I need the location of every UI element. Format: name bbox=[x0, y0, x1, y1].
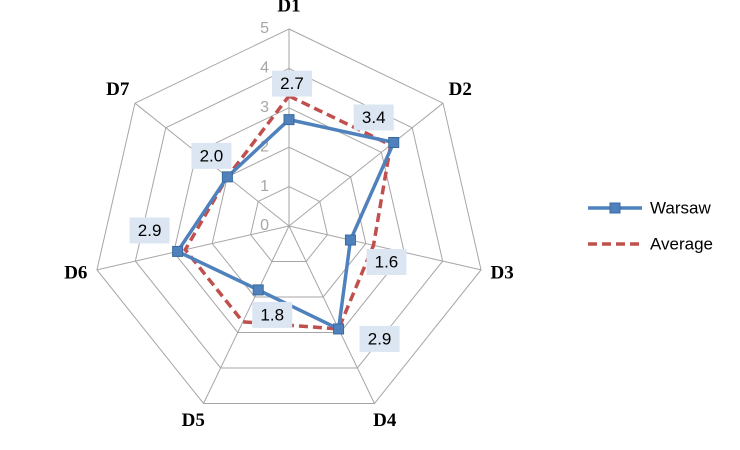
grid-spoke bbox=[288, 225, 482, 271]
data-label-box bbox=[353, 104, 394, 131]
legend-marker bbox=[609, 202, 621, 214]
data-point-d3 bbox=[344, 234, 356, 246]
grid-ring bbox=[134, 67, 444, 369]
axis-label-d5: D5 bbox=[182, 410, 205, 431]
data-label-d5: 1.8 bbox=[260, 305, 284, 324]
category-axis-labels: D1 D2 D3 D4 D5 D6 D7 bbox=[64, 0, 514, 431]
axis-label-d6: D6 bbox=[64, 263, 87, 284]
tick-label: 5 bbox=[260, 20, 269, 37]
data-point-d1 bbox=[283, 114, 295, 126]
axis-label-d3: D3 bbox=[491, 263, 514, 284]
axis-label-d7: D7 bbox=[106, 79, 130, 100]
series-layer bbox=[172, 94, 400, 335]
data-label-d4: 2.9 bbox=[368, 329, 392, 348]
grid-spoke bbox=[96, 225, 290, 271]
data-point-d4 bbox=[333, 323, 345, 335]
data-label-box bbox=[129, 217, 170, 244]
legend: Warsaw Average bbox=[588, 198, 713, 253]
data-label-d1: 2.7 bbox=[280, 74, 304, 93]
grid-spoke bbox=[288, 225, 375, 404]
grid-spoke bbox=[288, 102, 444, 227]
data-label-d2: 3.4 bbox=[362, 108, 386, 127]
grid-ring bbox=[211, 146, 367, 298]
data-labels: 2.7 3.4 1.6 2.9 1.8 2.9 2.0 bbox=[129, 70, 407, 352]
data-label-d6: 2.9 bbox=[138, 221, 162, 240]
data-point-d7 bbox=[221, 171, 233, 183]
tick-label: 4 bbox=[260, 60, 269, 77]
data-label-box bbox=[359, 325, 400, 352]
legend-label-warsaw: Warsaw bbox=[650, 198, 711, 217]
axis-label-d2: D2 bbox=[449, 79, 472, 100]
tick-label: 1 bbox=[260, 178, 269, 195]
grid-ring bbox=[96, 28, 482, 404]
data-label-box bbox=[252, 301, 293, 328]
data-point-d6 bbox=[172, 245, 184, 257]
grid-ring bbox=[173, 107, 405, 333]
data-label-box bbox=[191, 142, 232, 169]
data-label-d3: 1.6 bbox=[375, 253, 399, 272]
tick-label: 3 bbox=[260, 99, 269, 116]
data-label-box bbox=[366, 249, 407, 276]
data-point-d2 bbox=[388, 136, 400, 148]
axis-label-d1: D1 bbox=[277, 0, 300, 16]
series-line-average bbox=[183, 94, 393, 331]
data-label-box bbox=[272, 70, 312, 97]
data-point-d5 bbox=[252, 284, 264, 296]
tick-label: 2 bbox=[260, 138, 269, 155]
data-label-d7: 2.0 bbox=[200, 146, 224, 165]
radar-grid bbox=[96, 28, 482, 404]
series-line-warsaw bbox=[175, 117, 396, 331]
legend-label-average: Average bbox=[650, 234, 713, 253]
tick-label: 0 bbox=[260, 217, 269, 234]
grid-ring bbox=[250, 186, 328, 262]
axis-label-d4: D4 bbox=[373, 410, 397, 431]
grid-spoke bbox=[203, 225, 290, 404]
radial-tick-labels: 0 1 2 3 4 5 bbox=[260, 20, 269, 234]
